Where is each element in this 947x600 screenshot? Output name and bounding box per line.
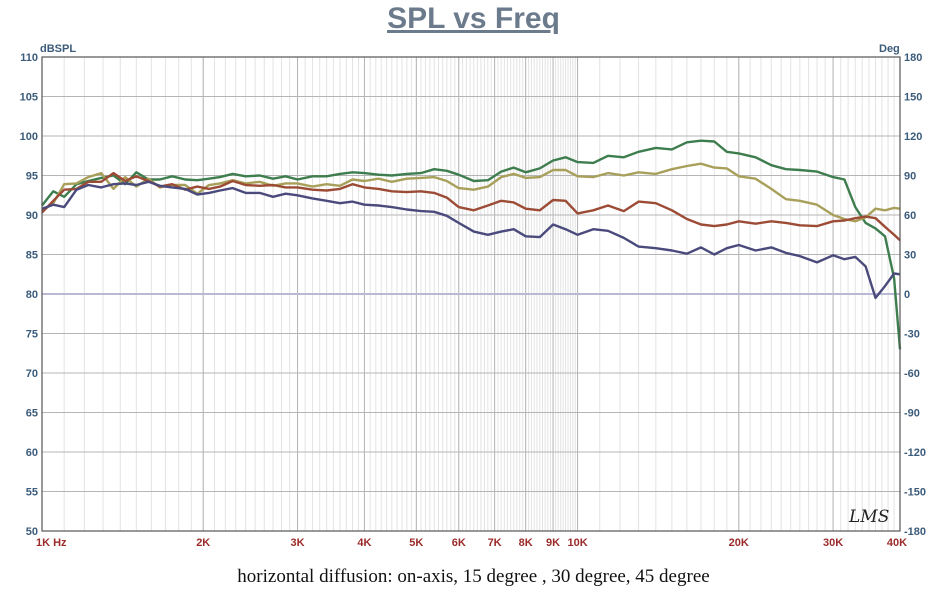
- series-line-4: [41, 180, 901, 300]
- y2-tick-label: 0: [904, 289, 910, 301]
- y-tick-label: 85: [26, 250, 38, 262]
- x-tick-label: 10K: [567, 537, 587, 549]
- y-tick-label: 110: [20, 52, 38, 64]
- x-tick-label: 5K: [409, 537, 423, 549]
- y2-tick-label: 60: [904, 210, 916, 222]
- y2-tick-label: -30: [904, 329, 920, 341]
- chart-title: SPL vs Freq: [387, 2, 560, 35]
- plot-frame: [41, 56, 901, 532]
- x-tick-label: 6K: [452, 537, 466, 549]
- y-tick-label: 75: [26, 329, 38, 341]
- y2-tick-label: -60: [904, 368, 920, 380]
- y-tick-label: 80: [26, 289, 38, 301]
- x-tick-label: 7K: [488, 537, 502, 549]
- chart-caption: horizontal diffusion: on-axis, 15 degree…: [237, 566, 710, 587]
- y2-tick-label: -90: [904, 408, 920, 420]
- x-tick-label: 3K: [290, 537, 304, 549]
- x-tick-label: 30K: [823, 537, 843, 549]
- x-tick-label: 40K: [887, 537, 907, 549]
- y2-tick-label: 120: [904, 131, 922, 143]
- y2-tick-label: 150: [904, 92, 922, 104]
- spl-frequency-chart: 110 105 100 95 90 85 80 75 70 65 60 55 50 180 150 120 9…: [20, 43, 926, 549]
- y2-tick-label: 30: [904, 250, 916, 262]
- y-tick-label: 55: [26, 487, 38, 499]
- series-line-3: [41, 171, 901, 242]
- y2-tick-label: -150: [904, 487, 926, 499]
- series-line-1: [41, 139, 902, 350]
- y2-tick-label: -120: [904, 447, 926, 459]
- right-axis-unit: Deg: [879, 43, 900, 55]
- y-tick-label: 100: [20, 131, 38, 143]
- y2-tick-label: 180: [904, 52, 922, 64]
- left-axis-unit: dBSPL: [40, 43, 76, 55]
- y-tick-label: 65: [26, 408, 38, 420]
- y2-tick-label: -180: [904, 526, 926, 538]
- series-lines: [41, 139, 902, 350]
- right-axis-ticks: 180 150 120 90 60 30 0 -30 -60 -90 -120 -150 -180: [904, 52, 926, 538]
- x-tick-label: 2K: [196, 537, 210, 549]
- y-tick-label: 50: [26, 526, 38, 538]
- y-tick-label: 95: [26, 171, 38, 183]
- y-tick-label: 105: [20, 92, 38, 104]
- y-tick-label: 60: [26, 447, 38, 459]
- x-tick-label: 20K: [729, 537, 749, 549]
- left-axis-ticks: 110 105 100 95 90 85 80 75 70 65 60 55 50: [20, 52, 38, 538]
- x-tick-label: 8K: [519, 537, 533, 549]
- lms-logo: LMS: [848, 507, 889, 527]
- x-tick-label: 1K Hz: [36, 537, 67, 549]
- y2-tick-label: 90: [904, 171, 916, 183]
- x-axis-ticks: 1K Hz 2K 3K 4K 5K 6K 7K 8K 9K 10K 20K 30K 40K: [36, 537, 907, 549]
- y-tick-label: 70: [26, 368, 38, 380]
- y-tick-label: 90: [26, 210, 38, 222]
- x-tick-label: 4K: [357, 537, 371, 549]
- x-tick-label: 9K: [546, 537, 560, 549]
